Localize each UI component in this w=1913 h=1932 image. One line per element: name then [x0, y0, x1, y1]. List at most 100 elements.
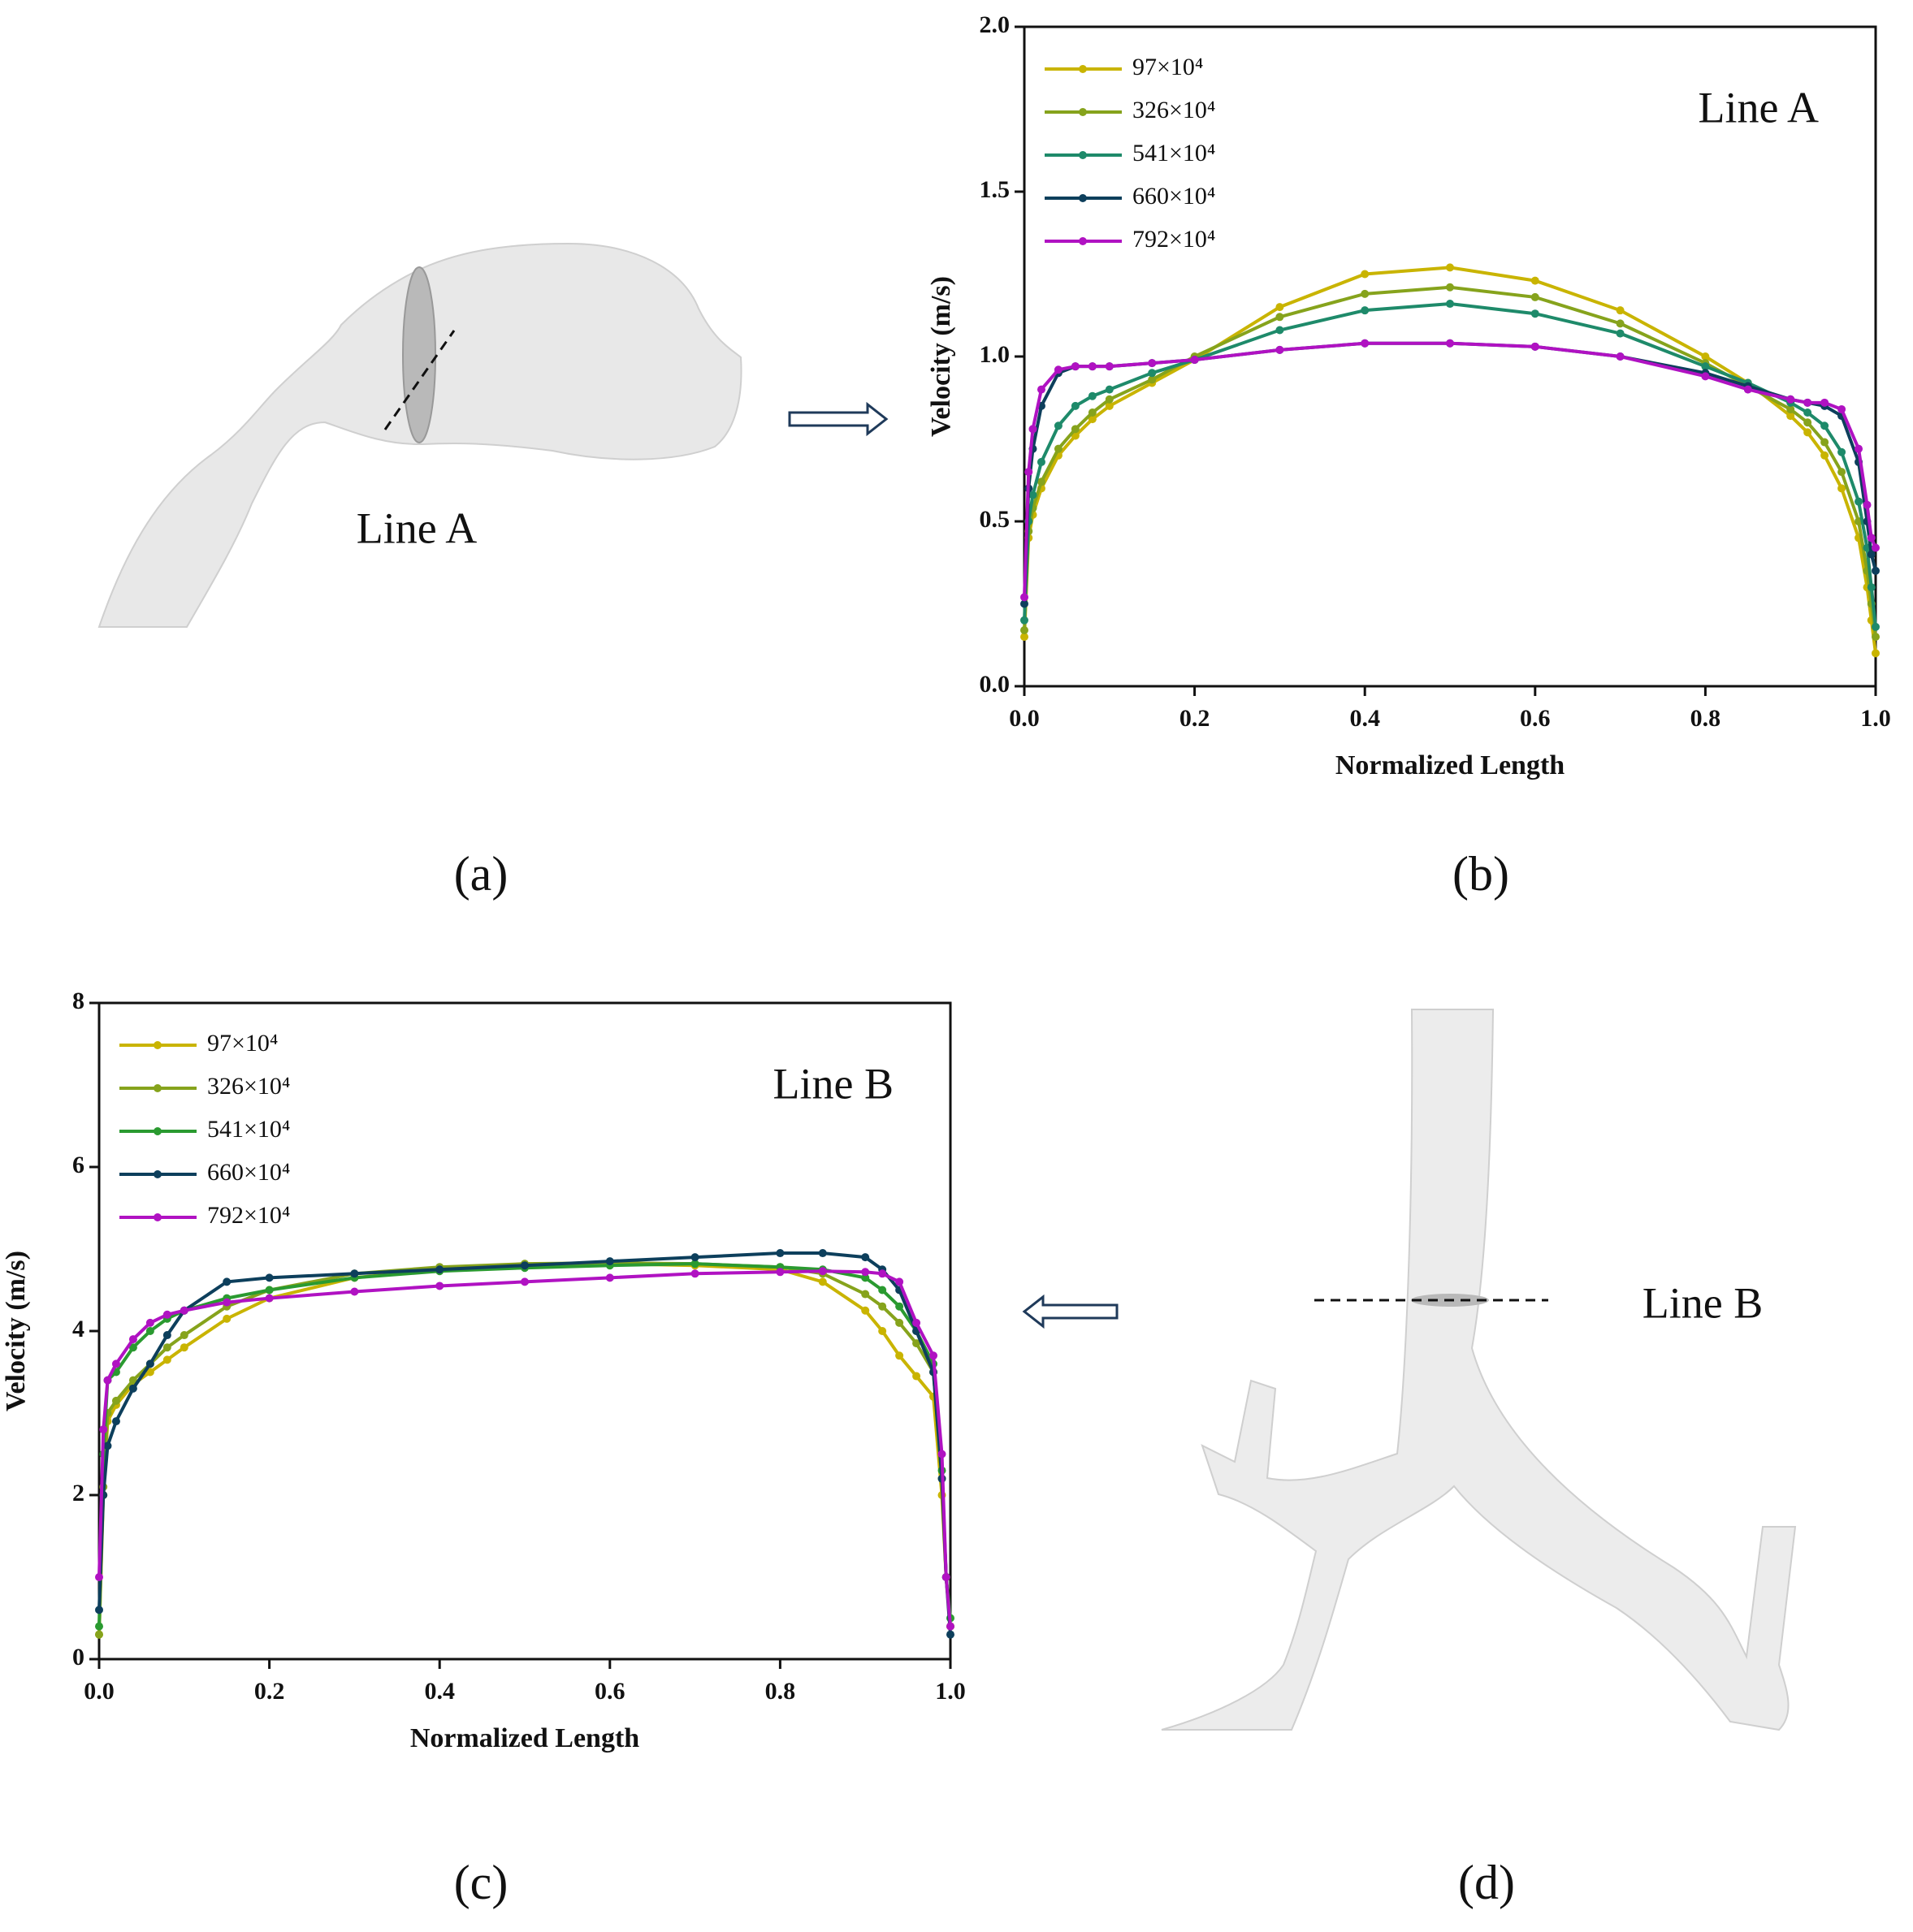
- data-point: [1054, 421, 1063, 430]
- data-point: [878, 1302, 887, 1311]
- data-point: [605, 1273, 614, 1282]
- x-tick-label: 0.2: [1179, 705, 1210, 732]
- data-point: [111, 1417, 120, 1426]
- data-point: [1361, 289, 1370, 298]
- data-point: [912, 1339, 921, 1348]
- data-point: [435, 1265, 444, 1274]
- data-point: [265, 1286, 274, 1294]
- data-point: [1054, 365, 1063, 374]
- data-point: [145, 1327, 154, 1335]
- data-point: [128, 1376, 137, 1385]
- data-point: [1803, 428, 1812, 437]
- chart: 0.0 0.2 0.4 0.6 0.8 1.0 0.0 0.5 1.0 1.5 2.0 Normali…: [926, 11, 1891, 780]
- data-point: [1071, 425, 1080, 434]
- data-point: [350, 1269, 359, 1278]
- data-point: [1855, 444, 1863, 453]
- legend-marker: [154, 1041, 162, 1049]
- data-point: [861, 1306, 870, 1315]
- data-point: [1361, 339, 1370, 348]
- data-point: [1275, 303, 1284, 312]
- data-point: [1837, 447, 1846, 456]
- data-point: [1855, 497, 1863, 506]
- data-point: [690, 1269, 699, 1278]
- y-tick-label: 8: [72, 988, 84, 1014]
- data-point: [1803, 398, 1812, 407]
- chart: 0.0 0.2 0.4 0.6 0.8 1.0 0 2 4 6 8 Normalized Length…: [1, 988, 966, 1753]
- data-point: [223, 1277, 232, 1286]
- legend-label: 792×10⁴: [1132, 226, 1215, 253]
- data-point: [818, 1267, 827, 1276]
- y-tick-label: 1.5: [980, 176, 1011, 203]
- data-point: [912, 1318, 921, 1327]
- data-point: [690, 1253, 699, 1262]
- data-point: [895, 1351, 904, 1360]
- y-tick-label: 6: [72, 1152, 84, 1178]
- data-point: [1530, 292, 1539, 301]
- data-point: [223, 1298, 232, 1307]
- data-point: [435, 1282, 444, 1290]
- data-point: [1028, 491, 1037, 499]
- data-point: [1786, 404, 1795, 413]
- data-point: [878, 1286, 887, 1294]
- data-point: [818, 1277, 827, 1286]
- model-d: Line B: [1161, 1009, 1797, 1731]
- x-tick-label: 1.0: [1860, 705, 1891, 732]
- data-point: [162, 1331, 171, 1340]
- legend-label: 326×10⁴: [1132, 97, 1215, 123]
- panel-label: (d): [1458, 1856, 1515, 1909]
- data-point: [929, 1351, 938, 1360]
- data-point: [1837, 484, 1846, 493]
- data-point: [1088, 391, 1097, 400]
- data-point: [95, 1630, 103, 1639]
- x-tick-label: 0.8: [765, 1678, 796, 1705]
- data-point: [1088, 415, 1097, 424]
- data-point: [1105, 385, 1114, 394]
- data-point: [99, 1425, 108, 1434]
- data-point: [128, 1335, 137, 1344]
- bronchi-shape: [1161, 1009, 1797, 1731]
- data-point: [861, 1253, 870, 1262]
- data-point: [1361, 270, 1370, 279]
- data-point: [1867, 583, 1876, 592]
- y-tick-label: 0: [72, 1644, 84, 1671]
- data-point: [1037, 385, 1045, 394]
- panel-label: (a): [454, 847, 509, 901]
- data-point: [1820, 438, 1829, 447]
- data-point: [1820, 451, 1829, 460]
- y-tick-label: 4: [72, 1316, 84, 1342]
- data-point: [1530, 309, 1539, 318]
- data-point: [1786, 395, 1795, 404]
- data-point: [1837, 468, 1846, 477]
- y-tick-label: 0.5: [980, 506, 1011, 533]
- arrow-left: [1022, 1294, 1119, 1329]
- y-tick-label: 1.0: [980, 341, 1011, 368]
- x-tick-label: 0.8: [1690, 705, 1721, 732]
- data-point: [1872, 622, 1880, 631]
- data-point: [776, 1249, 785, 1258]
- legend-marker: [1079, 151, 1087, 159]
- data-point: [1088, 408, 1097, 417]
- data-point: [1024, 468, 1033, 477]
- legend-marker: [154, 1213, 162, 1221]
- data-point: [1148, 359, 1157, 368]
- data-point: [350, 1287, 359, 1296]
- x-axis-title: Normalized Length: [410, 1723, 639, 1753]
- data-point: [1361, 306, 1370, 315]
- data-point: [95, 1622, 103, 1631]
- data-point: [265, 1273, 274, 1282]
- data-point: [946, 1630, 954, 1639]
- data-point: [1872, 649, 1880, 658]
- data-point: [861, 1268, 870, 1277]
- data-point: [605, 1257, 614, 1266]
- y-axis-title: Velocity (m/s): [1, 1251, 31, 1411]
- x-tick-label: 1.0: [935, 1678, 966, 1705]
- data-point: [1803, 418, 1812, 427]
- x-tick-label: 0.0: [1009, 705, 1040, 732]
- annotation: Line A: [357, 504, 477, 552]
- data-point: [1872, 633, 1880, 642]
- data-point: [1863, 500, 1872, 509]
- data-point: [1867, 550, 1876, 559]
- y-axis-title: Velocity (m/s): [926, 276, 956, 437]
- data-point: [223, 1314, 232, 1323]
- legend-marker: [1079, 194, 1087, 202]
